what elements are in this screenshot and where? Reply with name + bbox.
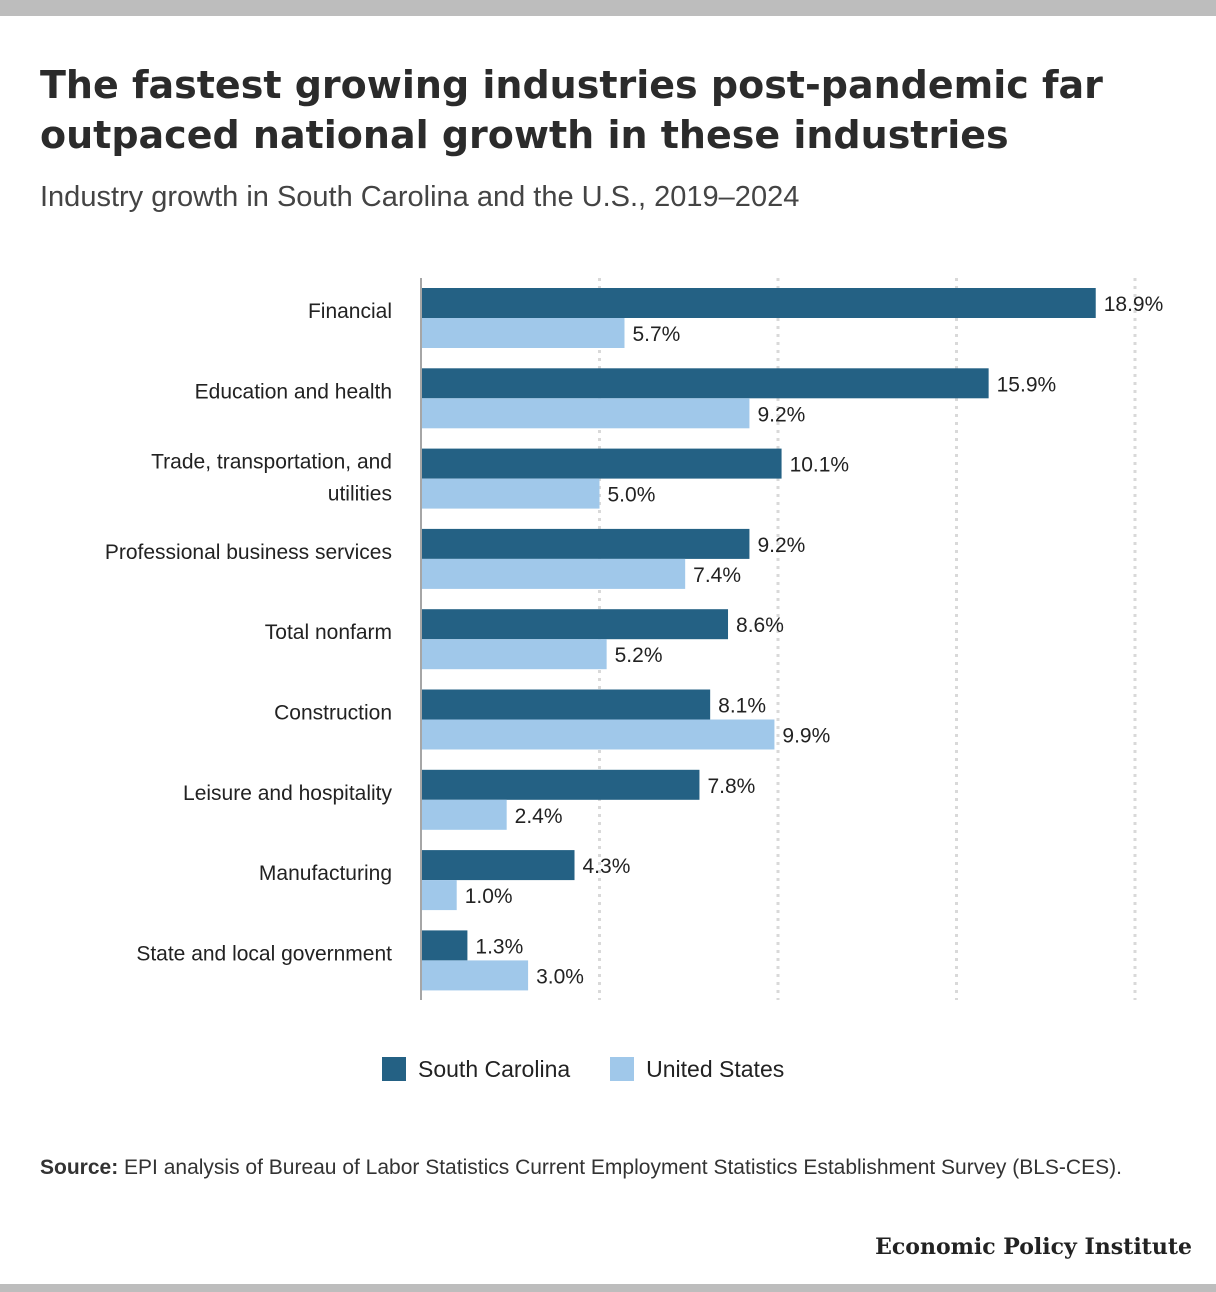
bar-united-states-3 (421, 558, 686, 589)
bar-united-states-8 (421, 960, 529, 991)
data-label-south-carolina-7: 4.3% (583, 855, 631, 878)
bar-south-carolina-2 (421, 448, 782, 479)
legend-item-south-carolina: South Carolina (382, 1056, 570, 1083)
data-label-south-carolina-0: 18.9% (1104, 293, 1164, 316)
bar-south-carolina-8 (421, 930, 468, 961)
bar-south-carolina-1 (421, 368, 989, 399)
category-label-5: Construction (274, 702, 392, 725)
data-label-united-states-4: 5.2% (615, 644, 663, 667)
source-label: Source: (40, 1156, 119, 1179)
data-label-south-carolina-8: 1.3% (475, 935, 523, 958)
brand-logo-text: Economic Policy Institute (875, 1234, 1192, 1260)
data-label-south-carolina-3: 9.2% (757, 534, 805, 557)
bar-south-carolina-6 (421, 769, 700, 800)
chart-legend: South Carolina United States (382, 1054, 824, 1084)
bar-united-states-7 (421, 880, 457, 911)
data-label-south-carolina-4: 8.6% (736, 614, 784, 637)
bar-south-carolina-5 (421, 689, 711, 720)
data-label-united-states-6: 2.4% (515, 805, 563, 828)
data-label-south-carolina-5: 8.1% (718, 695, 766, 718)
source-text: EPI analysis of Bureau of Labor Statisti… (124, 1156, 1122, 1179)
chart-title: The fastest growing industries post-pand… (40, 63, 1103, 157)
category-label-1: Education and health (195, 380, 392, 403)
category-label-3: Professional business services (105, 541, 392, 564)
data-label-south-carolina-6: 7.8% (707, 775, 755, 798)
data-label-united-states-0: 5.7% (632, 323, 680, 346)
data-label-united-states-2: 5.0% (608, 484, 656, 507)
category-label-7: Manufacturing (259, 862, 392, 885)
legend-label-south-carolina: South Carolina (418, 1055, 571, 1082)
bar-united-states-1 (421, 398, 750, 429)
data-label-united-states-1: 9.2% (757, 403, 805, 426)
category-label-0: Financial (308, 300, 392, 323)
data-label-united-states-5: 9.9% (782, 725, 830, 748)
data-label-united-states-3: 7.4% (693, 564, 741, 587)
category-label-8: State and local government (136, 942, 392, 965)
data-label-south-carolina-2: 10.1% (790, 454, 850, 477)
bar-united-states-2 (421, 478, 600, 509)
category-label-6: Leisure and hospitality (183, 782, 392, 805)
category-label-4: Total nonfarm (265, 621, 392, 644)
legend-swatch-united-states (610, 1057, 635, 1081)
legend-swatch-south-carolina (382, 1057, 406, 1081)
bar-united-states-4 (421, 639, 607, 670)
bar-united-states-0 (421, 318, 625, 348)
bar-south-carolina-4 (421, 609, 729, 640)
data-label-united-states-8: 3.0% (536, 965, 584, 988)
bar-united-states-6 (421, 799, 507, 830)
legend-item-united-states: United States (610, 1056, 784, 1083)
chart-subtitle: Industry growth in South Carolina and th… (40, 181, 800, 213)
data-label-south-carolina-1: 15.9% (997, 373, 1057, 396)
bar-united-states-5 (421, 719, 775, 750)
bar-south-carolina-7 (421, 850, 575, 881)
top-border-bar (0, 0, 1216, 16)
bottom-border-bar (0, 1284, 1216, 1292)
bar-south-carolina-3 (421, 528, 750, 559)
bar-chart: 18.9% 5.7% Financial 15.9% 9.2% Education and… (105, 278, 1164, 1000)
source-note: Source: EPI analysis of Bureau of Labor … (40, 1152, 1190, 1183)
bar-south-carolina-0 (421, 288, 1096, 318)
category-label-2-line-1: utilities (328, 483, 392, 506)
legend-label-united-states: United States (646, 1055, 785, 1082)
data-label-united-states-7: 1.0% (465, 885, 513, 908)
category-label-2-line-0: Trade, transportation, and (151, 451, 392, 474)
